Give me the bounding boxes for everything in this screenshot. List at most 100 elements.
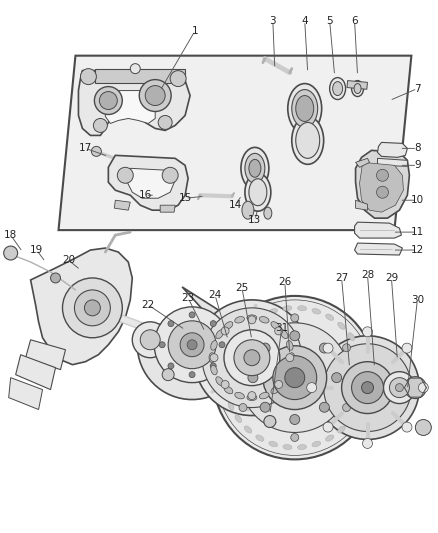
Circle shape <box>384 372 415 403</box>
Ellipse shape <box>223 373 227 382</box>
Polygon shape <box>126 168 175 198</box>
Ellipse shape <box>286 341 293 350</box>
Text: 28: 28 <box>361 270 374 280</box>
Circle shape <box>248 392 256 400</box>
Circle shape <box>221 381 229 389</box>
Ellipse shape <box>289 353 295 362</box>
Text: 16: 16 <box>138 190 152 200</box>
Circle shape <box>239 344 247 352</box>
Polygon shape <box>355 243 403 255</box>
Circle shape <box>363 327 372 337</box>
Circle shape <box>352 372 384 403</box>
Ellipse shape <box>259 392 269 399</box>
Circle shape <box>260 402 270 412</box>
Ellipse shape <box>312 309 321 314</box>
Text: 12: 12 <box>411 245 424 255</box>
Text: 22: 22 <box>141 300 155 310</box>
Ellipse shape <box>241 148 269 189</box>
Circle shape <box>273 356 317 400</box>
Ellipse shape <box>235 392 244 399</box>
Ellipse shape <box>283 306 292 311</box>
Text: 20: 20 <box>62 255 75 265</box>
Circle shape <box>224 330 280 385</box>
Circle shape <box>85 300 100 316</box>
Circle shape <box>418 383 428 393</box>
Ellipse shape <box>297 445 307 449</box>
Circle shape <box>210 321 216 327</box>
Circle shape <box>323 422 333 432</box>
Polygon shape <box>138 287 247 400</box>
Circle shape <box>244 350 260 366</box>
Circle shape <box>307 383 317 393</box>
Circle shape <box>343 344 350 352</box>
Bar <box>95 69 185 83</box>
Circle shape <box>159 342 165 348</box>
Circle shape <box>180 333 204 357</box>
Circle shape <box>402 343 412 353</box>
Circle shape <box>162 369 174 381</box>
Circle shape <box>263 346 327 409</box>
Polygon shape <box>360 163 403 212</box>
Circle shape <box>92 147 101 156</box>
Circle shape <box>170 71 186 86</box>
Text: 8: 8 <box>414 143 420 154</box>
Circle shape <box>343 403 350 411</box>
Ellipse shape <box>292 117 324 164</box>
Polygon shape <box>106 91 155 124</box>
Circle shape <box>389 378 410 398</box>
Ellipse shape <box>362 373 367 382</box>
Circle shape <box>260 343 270 353</box>
Ellipse shape <box>296 123 320 158</box>
Circle shape <box>187 340 197 350</box>
Ellipse shape <box>280 330 288 338</box>
Circle shape <box>189 312 195 318</box>
Ellipse shape <box>242 201 254 219</box>
Circle shape <box>194 300 310 416</box>
Circle shape <box>219 342 225 348</box>
Ellipse shape <box>330 78 346 100</box>
Polygon shape <box>355 222 401 238</box>
Circle shape <box>396 384 403 392</box>
Circle shape <box>275 381 283 389</box>
Circle shape <box>63 278 122 338</box>
Ellipse shape <box>209 353 215 362</box>
Ellipse shape <box>244 322 252 329</box>
Circle shape <box>139 79 171 111</box>
Ellipse shape <box>356 402 361 410</box>
Ellipse shape <box>216 377 223 385</box>
Circle shape <box>140 330 160 350</box>
Circle shape <box>402 422 412 432</box>
Circle shape <box>319 343 329 353</box>
Ellipse shape <box>247 315 257 321</box>
Circle shape <box>234 340 270 376</box>
Ellipse shape <box>216 330 223 338</box>
Circle shape <box>210 354 218 362</box>
Circle shape <box>363 439 372 448</box>
Circle shape <box>239 403 247 411</box>
Circle shape <box>145 86 165 106</box>
Circle shape <box>168 321 174 327</box>
Ellipse shape <box>235 415 242 423</box>
Ellipse shape <box>292 90 318 127</box>
Ellipse shape <box>249 179 267 206</box>
Circle shape <box>162 167 178 183</box>
Ellipse shape <box>269 309 278 314</box>
Polygon shape <box>16 355 56 390</box>
Bar <box>347 80 367 90</box>
Ellipse shape <box>325 435 334 441</box>
Ellipse shape <box>280 377 288 385</box>
Circle shape <box>332 373 342 383</box>
Text: 1: 1 <box>192 26 198 36</box>
Circle shape <box>404 377 426 399</box>
Text: 24: 24 <box>208 290 222 300</box>
Ellipse shape <box>244 426 252 433</box>
Text: 14: 14 <box>228 200 242 210</box>
Circle shape <box>415 419 431 435</box>
Text: 18: 18 <box>4 230 17 240</box>
Circle shape <box>264 416 276 427</box>
Circle shape <box>168 321 216 369</box>
Ellipse shape <box>325 314 334 320</box>
Circle shape <box>158 116 172 130</box>
Text: 6: 6 <box>351 16 358 26</box>
Circle shape <box>240 323 350 432</box>
